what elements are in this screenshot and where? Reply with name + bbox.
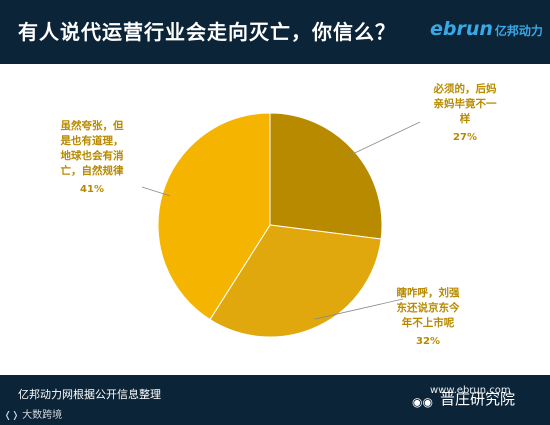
- leader-line-2: [314, 298, 404, 320]
- watermark: ◉◉ 晋庄研究院: [412, 388, 515, 411]
- wechat-icon: ◉◉: [412, 395, 433, 409]
- brand-logo: ebrun 亿邦动力: [430, 18, 543, 40]
- brand-logo-en: ebrun: [430, 18, 493, 40]
- watermark-text: 晋庄研究院: [440, 390, 516, 408]
- leader-line-1: [347, 121, 421, 157]
- brand-logo-cn: 亿邦动力: [494, 24, 543, 38]
- studio-brand-text: 大数跨境: [22, 410, 63, 421]
- studio-brand: ❬❭ 大数跨境: [4, 406, 62, 421]
- slice-percent-3: 41%: [80, 184, 104, 195]
- footer-bar: 亿邦动力网根据公开信息整理 ❬❭ 大数跨境 www.ebrun.com ◉◉ 晋庄研…: [0, 375, 550, 425]
- source-note: 亿邦动力网根据公开信息整理: [18, 388, 161, 401]
- header-bar: 有人说代运营行业会走向灭亡，你信么？ ebrun 亿邦动力: [0, 0, 550, 64]
- studio-logo-icon: ❬❭: [4, 411, 20, 421]
- pie-slice-1: [269, 112, 383, 240]
- site-url: www.ebrun.com: [430, 385, 511, 396]
- slice-label-2: 瞎咋呼，刘强东还说京东今年不上市呢: [397, 286, 460, 329]
- leader-line-3: [141, 186, 171, 197]
- slice-percent-1: 27%: [453, 132, 477, 143]
- page-title: 有人说代运营行业会走向灭亡，你信么？: [18, 20, 396, 44]
- slice-label-1: 必须的，后妈亲妈毕竟不一样: [433, 82, 497, 125]
- slice-percent-2: 32%: [416, 336, 440, 347]
- slice-label-3: 虽然夸张，但是也有道理，地球也会有消亡，自然规律: [60, 119, 124, 177]
- pie-chart: 必须的，后妈亲妈毕竟不一样 27% 瞎咋呼，刘强东还说京东今年不上市呢 32% 虽然夸张…: [60, 82, 497, 347]
